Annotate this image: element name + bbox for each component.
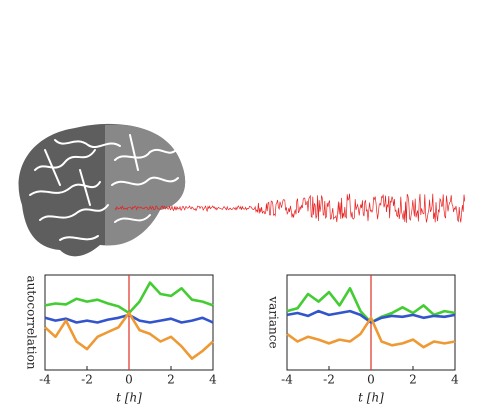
x-tick-label: 4: [451, 373, 459, 387]
y-axis-label: autocorrelation: [25, 275, 39, 369]
x-tick-label: 2: [167, 373, 175, 387]
x-tick-label: -4: [281, 373, 293, 387]
series-line: [286, 316, 456, 349]
series-line: [286, 309, 456, 324]
brain: [18, 123, 186, 257]
eeg-signal: [114, 193, 466, 223]
series-line: [44, 311, 214, 360]
x-tick-label: -2: [323, 373, 335, 387]
x-tick-label: 0: [125, 373, 133, 387]
y-axis-label: variance: [267, 295, 281, 348]
signal-trace: [114, 193, 466, 223]
x-axis-label: t [h]: [116, 391, 142, 405]
x-tick-label: -4: [39, 373, 51, 387]
x-axis-label: t [h]: [358, 391, 384, 405]
charts: -4 -2 0 2 4t [h]autocorrelation-4 -2 0 2 4t [h]v…: [25, 274, 459, 405]
x-tick-label: 0: [367, 373, 375, 387]
x-tick-label: -2: [81, 373, 93, 387]
x-tick-label: 4: [209, 373, 217, 387]
x-tick-label: 2: [409, 373, 417, 387]
